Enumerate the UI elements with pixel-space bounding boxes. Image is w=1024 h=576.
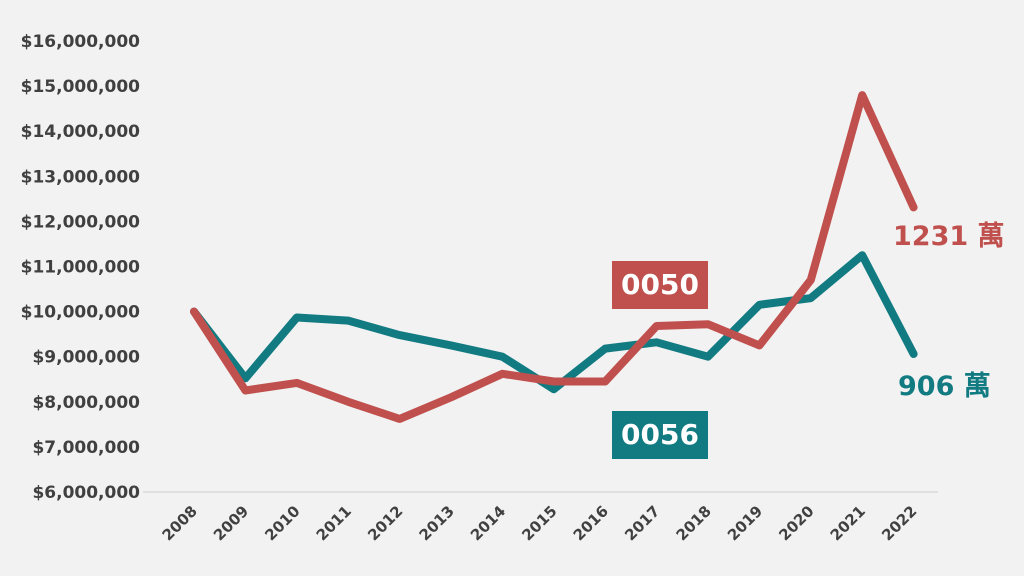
x-tick-label: 2022 bbox=[878, 502, 920, 544]
x-tick-label: 2012 bbox=[364, 502, 406, 544]
x-axis-tick-labels: 2008 2009 2010 2011 2012 2013 2014 2015 2016 2017… bbox=[159, 502, 921, 544]
x-tick-label: 2013 bbox=[416, 502, 458, 544]
y-tick-label: $12,000,000 bbox=[21, 212, 141, 232]
x-tick-label: 2018 bbox=[673, 502, 715, 544]
y-tick-label: $11,000,000 bbox=[21, 258, 141, 278]
x-tick-label: 2008 bbox=[159, 502, 201, 544]
y-tick-label: $14,000,000 bbox=[21, 122, 141, 142]
x-tick-label: 2009 bbox=[210, 502, 252, 544]
series-line-0056 bbox=[190, 251, 918, 394]
series-label-0056: 0056 bbox=[612, 411, 708, 459]
y-tick-label: $6,000,000 bbox=[32, 483, 140, 503]
series-lines bbox=[190, 91, 918, 423]
x-tick-label: 2015 bbox=[518, 502, 560, 544]
series-line-0050 bbox=[190, 91, 918, 423]
y-tick-label: $8,000,000 bbox=[32, 393, 140, 413]
y-tick-label: $9,000,000 bbox=[32, 348, 140, 368]
x-tick-label: 2020 bbox=[775, 502, 817, 544]
series-label-0050: 0050 bbox=[612, 261, 708, 309]
x-tick-label: 2017 bbox=[621, 502, 663, 544]
x-tick-label: 2014 bbox=[467, 502, 509, 544]
x-tick-label: 2016 bbox=[570, 502, 612, 544]
end-label-0050: 1231 萬 bbox=[893, 221, 1005, 252]
x-tick-label: 2010 bbox=[261, 502, 303, 544]
y-axis-tick-labels: $16,000,000 $15,000,000 $14,000,000 $13,000… bbox=[21, 32, 141, 503]
y-tick-label: $13,000,000 bbox=[21, 167, 141, 187]
end-label-0056: 906 萬 bbox=[898, 371, 991, 402]
y-tick-label: $15,000,000 bbox=[21, 77, 141, 97]
x-tick-label: 2019 bbox=[724, 502, 766, 544]
y-tick-label: $10,000,000 bbox=[21, 303, 141, 323]
y-tick-label: $7,000,000 bbox=[32, 438, 140, 458]
y-tick-label: $16,000,000 bbox=[21, 32, 141, 52]
x-tick-label: 2011 bbox=[313, 502, 355, 544]
x-tick-label: 2021 bbox=[827, 502, 869, 544]
